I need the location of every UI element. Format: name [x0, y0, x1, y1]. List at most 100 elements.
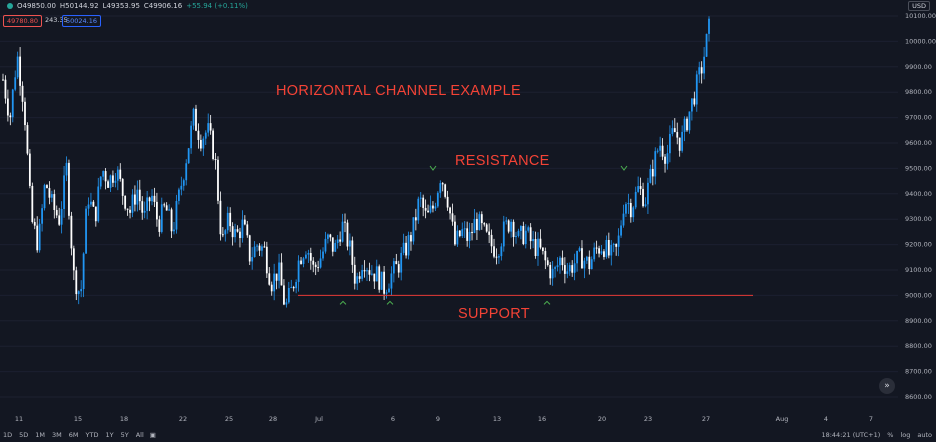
candle-body — [556, 265, 559, 268]
candle-body — [576, 250, 578, 264]
candle-body — [500, 246, 503, 257]
candle-body — [204, 132, 207, 139]
candle-body — [620, 225, 622, 236]
range-ytd[interactable]: YTD — [85, 431, 99, 439]
x-tick-label: 20 — [598, 415, 606, 423]
buy-button[interactable]: 50024.16 — [62, 15, 102, 27]
candle-body — [353, 264, 356, 284]
candle-body — [219, 200, 222, 235]
candle-body — [55, 209, 58, 216]
candle-body — [422, 197, 425, 208]
candle-body — [605, 240, 608, 257]
y-tick-label: 8900.00 — [905, 317, 932, 325]
candle-body — [449, 207, 451, 214]
candle-body — [581, 248, 583, 269]
range-1m[interactable]: 1M — [35, 431, 46, 439]
candle-body — [339, 239, 342, 242]
candle-body — [90, 201, 92, 205]
candle-body — [498, 256, 500, 258]
ohlc-change: +55.94 (+0.11%) — [186, 2, 248, 10]
range-5d[interactable]: 5D — [19, 431, 29, 439]
auto-toggle[interactable]: auto — [917, 431, 932, 439]
price-axis-bg — [899, 0, 936, 428]
x-tick-label: 6 — [391, 415, 395, 423]
y-tick-label: 9100.00 — [905, 266, 932, 274]
ohlc-open: O49850.00 — [17, 2, 56, 10]
candle-body — [515, 235, 517, 238]
support-touch-marker — [543, 300, 551, 305]
candle-body — [690, 98, 693, 112]
x-tick-label: 13 — [493, 415, 501, 423]
candle-body — [649, 169, 652, 183]
x-tick-label: 9 — [436, 415, 440, 423]
range-5y[interactable]: 5Y — [120, 431, 129, 439]
candle-body — [28, 153, 31, 186]
candle-body — [397, 264, 400, 273]
candle-body — [622, 213, 625, 226]
candle-body — [99, 176, 102, 187]
candle-body — [568, 265, 571, 272]
candle-body — [119, 169, 122, 179]
candle-body — [439, 183, 442, 193]
candle-body — [116, 169, 119, 181]
goto-date-icon[interactable]: ▣ — [149, 431, 156, 439]
candle-body — [395, 261, 398, 265]
candle-body — [112, 175, 114, 183]
range-1d[interactable]: 1D — [3, 431, 13, 439]
candle-body — [427, 210, 429, 213]
y-tick-label: 8600.00 — [905, 393, 932, 401]
candle-body — [549, 264, 552, 279]
candle-body — [534, 239, 537, 256]
clock-label[interactable]: 18:44:21 (UTC+1) — [821, 431, 881, 439]
x-tick-label: 23 — [644, 415, 652, 423]
candle-body — [160, 204, 163, 232]
log-toggle[interactable]: log — [900, 431, 911, 439]
y-tick-label: 8700.00 — [905, 368, 932, 376]
candle-body — [703, 56, 706, 74]
percent-toggle[interactable]: % — [887, 431, 894, 439]
candle-body — [224, 230, 227, 235]
candle-body — [217, 159, 219, 201]
range-6m[interactable]: 6M — [68, 431, 79, 439]
candle-body — [170, 209, 173, 232]
candle-body — [627, 203, 630, 205]
candle-body — [302, 258, 305, 264]
currency-label[interactable]: USD — [908, 1, 930, 11]
candle-body — [351, 240, 354, 265]
candle-body — [510, 221, 513, 232]
candle-body — [537, 238, 539, 256]
candle-body — [654, 151, 657, 177]
candle-body — [375, 266, 378, 282]
sell-button[interactable]: 49780.80 — [3, 15, 43, 27]
candle-body — [451, 213, 454, 222]
live-indicator-icon — [7, 3, 13, 9]
candle-body — [41, 208, 43, 224]
candle-body — [197, 130, 200, 140]
candle-body — [85, 208, 87, 254]
candle-body — [612, 243, 615, 245]
candle-body — [578, 248, 581, 251]
y-tick-label: 9400.00 — [905, 190, 932, 198]
ohlc-close: C49906.16 — [143, 2, 183, 10]
candle-body — [165, 205, 168, 211]
candle-body — [327, 234, 329, 239]
candle-body — [434, 206, 437, 209]
candle-body — [444, 184, 447, 197]
candle-body — [239, 231, 241, 239]
candle-body — [507, 220, 510, 232]
y-tick-label: 9700.00 — [905, 114, 932, 122]
candle-body — [405, 242, 407, 256]
range-1y[interactable]: 1Y — [105, 431, 114, 439]
candle-body — [705, 33, 708, 57]
range-3m[interactable]: 3M — [52, 431, 62, 439]
range-all[interactable]: All — [135, 431, 144, 439]
candle-body — [246, 224, 249, 236]
candle-body — [683, 118, 686, 132]
candle-body — [292, 287, 295, 289]
candle-body — [432, 205, 434, 209]
scroll-to-realtime-button[interactable]: » — [879, 378, 895, 394]
candle-body — [63, 175, 65, 209]
candle-body — [309, 253, 312, 261]
x-tick-label: 25 — [225, 415, 233, 423]
